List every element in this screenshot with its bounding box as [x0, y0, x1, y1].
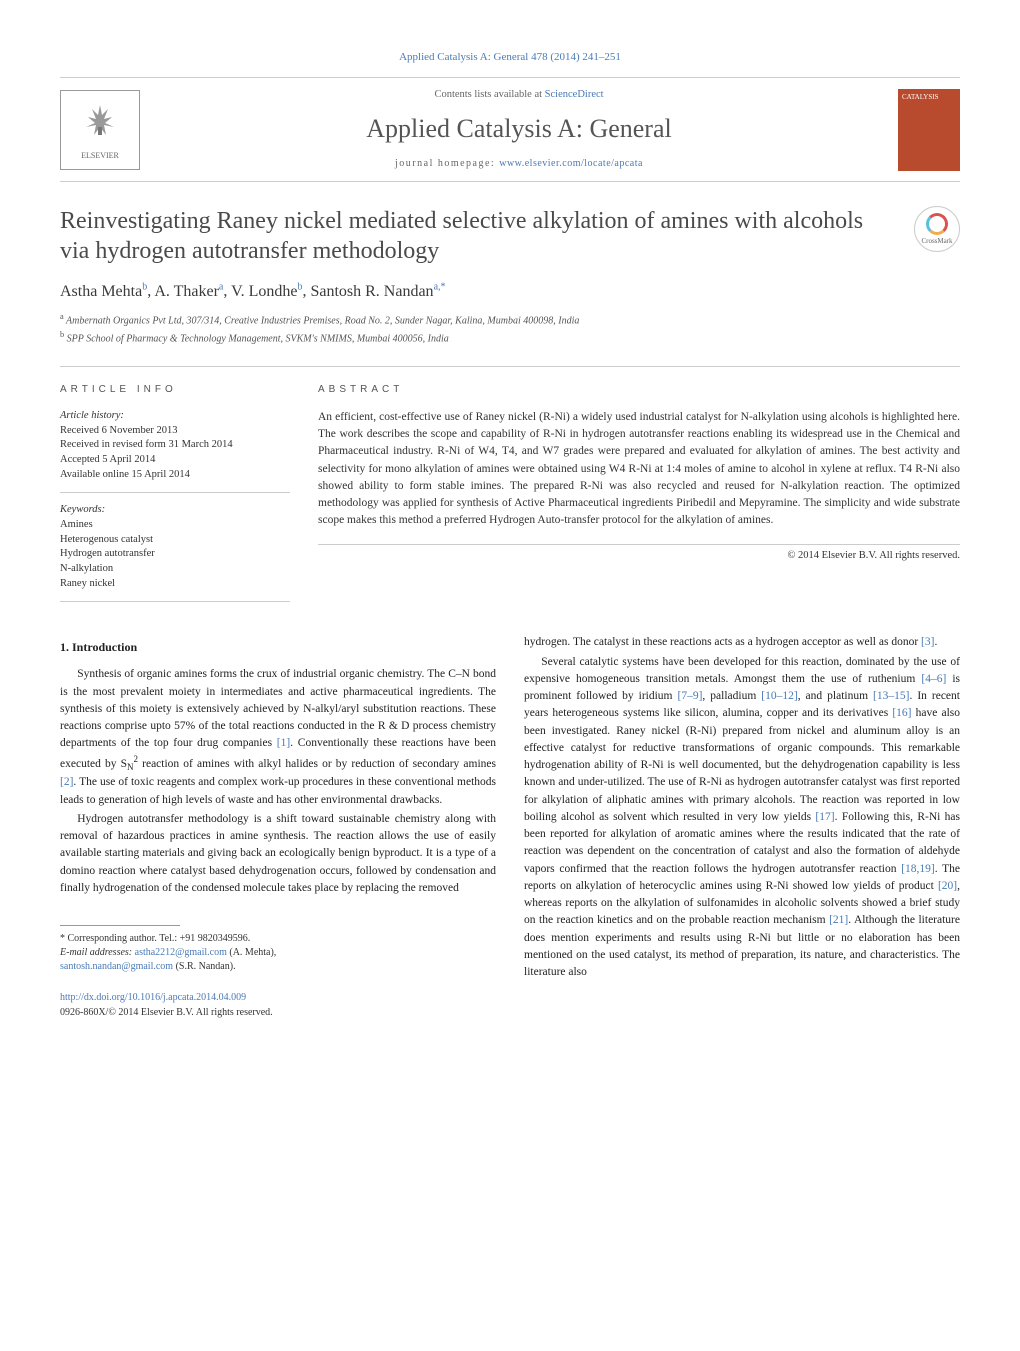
article-title: Reinvestigating Raney nickel mediated se… — [60, 206, 894, 266]
cite-link-10-12[interactable]: [10–12] — [761, 690, 797, 702]
history-online: Available online 15 April 2014 — [60, 468, 290, 483]
author-3: V. Londheb — [231, 283, 302, 300]
affiliations: a Ambernath Organics Pvt Ltd, 307/314, C… — [60, 311, 960, 346]
cite-link-7-9[interactable]: [7–9] — [677, 690, 702, 702]
author-list: Astha Mehtab, A. Thakera, V. Londheb, Sa… — [60, 280, 960, 303]
affiliation-a-text: Ambernath Organics Pvt Ltd, 307/314, Cre… — [66, 316, 579, 327]
cite-link-18-19[interactable]: [18,19] — [901, 863, 935, 875]
article-info-heading: ARTICLE INFO — [60, 383, 290, 397]
contents-available-line: Contents lists available at ScienceDirec… — [156, 88, 882, 103]
author-3-aff: b — [297, 281, 302, 292]
crossmark-icon — [926, 213, 948, 235]
elsevier-logo: ELSEVIER — [60, 90, 140, 170]
abstract-column: ABSTRACT An efficient, cost-effective us… — [318, 383, 960, 603]
journal-cover-thumb: CATALYSIS — [898, 89, 960, 171]
journal-homepage-line: journal homepage: www.elsevier.com/locat… — [156, 157, 882, 171]
author-2: A. Thakera — [154, 283, 223, 300]
author-2-aff: a — [219, 281, 223, 292]
journal-homepage-link[interactable]: www.elsevier.com/locate/apcata — [499, 158, 643, 169]
elsevier-tree-icon — [80, 99, 120, 150]
keyword-3: Hydrogen autotransfer — [60, 547, 290, 562]
cover-thumb-label: CATALYSIS — [902, 93, 938, 103]
crossmark-badge[interactable]: CrossMark — [914, 206, 960, 252]
intro-para-3: Several catalytic systems have been deve… — [524, 654, 960, 982]
keyword-2: Heterogenous catalyst — [60, 533, 290, 548]
cite-link-20[interactable]: [20] — [938, 880, 957, 892]
keyword-1: Amines — [60, 518, 290, 533]
author-4-corr: * — [441, 281, 446, 292]
cite-link-3[interactable]: [3] — [921, 636, 934, 648]
top-citation: Applied Catalysis A: General 478 (2014) … — [60, 50, 960, 65]
affiliation-a: a Ambernath Organics Pvt Ltd, 307/314, C… — [60, 311, 960, 328]
article-info-column: ARTICLE INFO Article history: Received 6… — [60, 383, 290, 603]
intro-para-2-cont: hydrogen. The catalyst in these reaction… — [524, 634, 960, 651]
history-accepted: Accepted 5 April 2014 — [60, 453, 290, 468]
footnote-rule — [60, 925, 180, 926]
email-link-1[interactable]: astha2212@gmail.com — [135, 947, 227, 958]
affiliation-b: b SPP School of Pharmacy & Technology Ma… — [60, 329, 960, 346]
email-2-who: (S.R. Nandan). — [173, 961, 236, 972]
abstract-text: An efficient, cost-effective use of Rane… — [318, 409, 960, 545]
affiliation-b-text: SPP School of Pharmacy & Technology Mana… — [67, 333, 449, 344]
keyword-4: N-alkylation — [60, 562, 290, 577]
cite-link-4-6[interactable]: [4–6] — [921, 673, 946, 685]
footnotes: * Corresponding author. Tel.: +91 982034… — [60, 932, 496, 974]
cite-link-2[interactable]: [2] — [60, 776, 73, 788]
cite-link-17[interactable]: [17] — [815, 811, 834, 823]
author-1: Astha Mehtab — [60, 283, 147, 300]
author-4: Santosh R. Nandana,* — [310, 283, 445, 300]
journal-name: Applied Catalysis A: General — [156, 111, 882, 147]
email-line: E-mail addresses: astha2212@gmail.com (A… — [60, 946, 496, 974]
abstract-copyright: © 2014 Elsevier B.V. All rights reserved… — [318, 549, 960, 564]
history-received: Received 6 November 2013 — [60, 424, 290, 439]
cite-link-21[interactable]: [21] — [829, 914, 848, 926]
elsevier-label: ELSEVIER — [81, 150, 119, 161]
doi-link[interactable]: http://dx.doi.org/10.1016/j.apcata.2014.… — [60, 992, 246, 1003]
abstract-heading: ABSTRACT — [318, 383, 960, 397]
email-label: E-mail addresses: — [60, 947, 135, 958]
crossmark-label: CrossMark — [921, 237, 952, 247]
history-label: Article history: — [60, 410, 124, 421]
keywords-label: Keywords: — [60, 504, 105, 515]
sciencedirect-link[interactable]: ScienceDirect — [545, 89, 604, 100]
intro-para-1: Synthesis of organic amines forms the cr… — [60, 666, 496, 808]
cite-link-1[interactable]: [1] — [277, 737, 290, 749]
author-1-aff: b — [142, 281, 147, 292]
cite-link-16[interactable]: [16] — [892, 707, 911, 719]
keywords-block: Keywords: Amines Heterogenous catalyst H… — [60, 503, 290, 602]
contents-prefix: Contents lists available at — [434, 89, 544, 100]
journal-header: ELSEVIER Contents lists available at Sci… — [60, 77, 960, 182]
history-revised: Received in revised form 31 March 2014 — [60, 438, 290, 453]
homepage-prefix: journal homepage: — [395, 158, 499, 169]
article-history: Article history: Received 6 November 201… — [60, 409, 290, 493]
author-4-aff: a, — [434, 281, 441, 292]
corresponding-author-note: * Corresponding author. Tel.: +91 982034… — [60, 932, 496, 946]
intro-para-2: Hydrogen autotransfer methodology is a s… — [60, 811, 496, 897]
doi-block: http://dx.doi.org/10.1016/j.apcata.2014.… — [60, 990, 496, 1020]
section-1-heading: 1. Introduction — [60, 638, 496, 656]
email-link-2[interactable]: santosh.nandan@gmail.com — [60, 961, 173, 972]
cite-link-13-15[interactable]: [13–15] — [873, 690, 909, 702]
body-text: 1. Introduction Synthesis of organic ami… — [60, 634, 960, 1020]
issn-copyright-line: 0926-860X/© 2014 Elsevier B.V. All right… — [60, 1007, 273, 1018]
keyword-5: Raney nickel — [60, 577, 290, 592]
email-1-who: (A. Mehta), — [227, 947, 276, 958]
